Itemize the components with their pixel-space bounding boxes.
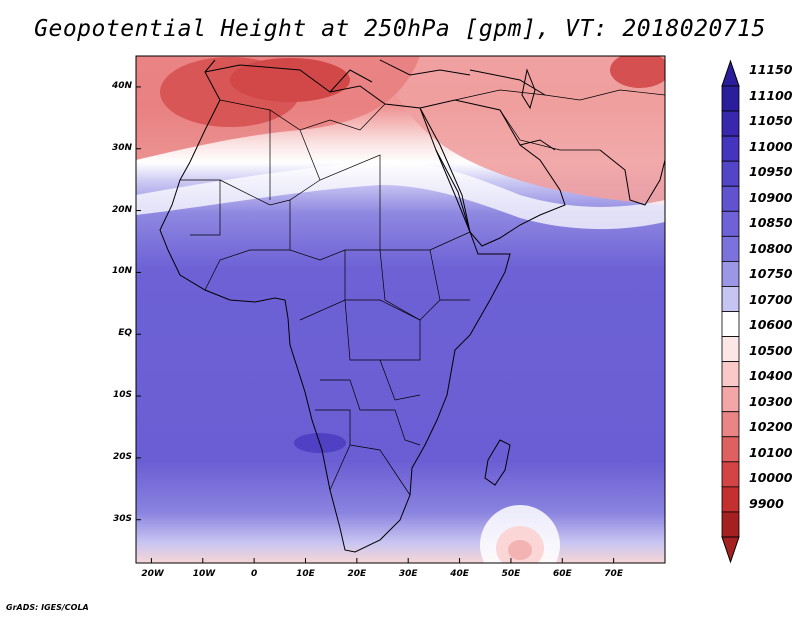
lat-tick-label: 40N — [111, 80, 132, 91]
colorbar-segment — [721, 110, 740, 137]
height-field-ne-low — [610, 56, 665, 88]
colorbar-segment — [721, 235, 740, 262]
colorbar-segment — [721, 361, 740, 388]
height-field-white-band — [136, 160, 665, 230]
colorbar-min-arrow — [721, 536, 740, 564]
axis-ticks — [136, 86, 615, 563]
colorbar-segment — [721, 160, 740, 187]
lat-tick-label: 10S — [112, 390, 132, 401]
colorbar-segment — [721, 135, 740, 162]
lon-tick-label: 10W — [192, 569, 216, 579]
country-borders — [180, 89, 665, 496]
colorbar-label: 10200 — [749, 419, 793, 435]
height-field-south-low-core — [508, 540, 532, 560]
colorbar-label: 10000 — [749, 470, 793, 486]
height-field-low-core — [230, 58, 350, 102]
colorbar-segment — [721, 311, 740, 337]
india-coastline — [599, 149, 665, 206]
colorbar-label: 11050 — [749, 113, 793, 128]
colorbar-max-arrow — [721, 59, 740, 87]
colorbar-label: 10900 — [749, 189, 793, 205]
footer-credit: GrADS: IGES/COLA — [6, 603, 89, 612]
lon-tick-label: 0 — [250, 569, 258, 579]
map-area — [136, 56, 665, 563]
colorbar-segment — [721, 185, 740, 212]
colorbar-label: 9900 — [749, 495, 784, 511]
lon-tick-label: 10E — [296, 569, 315, 579]
map-frame — [135, 55, 666, 564]
colorbar-segment — [721, 286, 740, 312]
colorbar-segment — [721, 386, 740, 413]
lat-tick-label: 10N — [111, 266, 132, 277]
lat-tick-label: 20S — [112, 451, 132, 462]
colorbar — [721, 59, 740, 564]
lon-tick-label: 40E — [450, 569, 469, 579]
colorbar-label: 11100 — [749, 87, 793, 103]
africa-coastline — [159, 64, 511, 553]
colorbar-label: 10750 — [749, 266, 793, 282]
lat-tick-label: 20N — [111, 204, 132, 215]
colorbar-label: 10800 — [749, 240, 793, 256]
lon-tick-label: 30E — [398, 569, 418, 579]
red-sea — [435, 149, 471, 233]
europe-coastline — [204, 59, 546, 96]
lat-tick-label: 30S — [112, 513, 132, 524]
lat-tick-label: 30N — [111, 142, 132, 153]
colorbar-label: 10300 — [749, 393, 793, 409]
colorbar-label: 10500 — [749, 342, 793, 358]
lon-tick-label: 70E — [604, 569, 623, 579]
colorbar-segment — [721, 210, 740, 237]
colorbar-label: 10850 — [749, 215, 793, 231]
colorbar-segment — [721, 336, 740, 363]
map-title: Geopotential Height at 250hPa [gpm], VT:… — [34, 16, 766, 42]
colorbar-label: 11000 — [749, 138, 793, 154]
colorbar-label: 11150 — [749, 62, 793, 77]
lon-tick-label: 20E — [347, 569, 367, 579]
colorbar-segment — [721, 411, 740, 438]
madagascar-coastline — [484, 439, 511, 486]
colorbar-segment — [721, 486, 740, 513]
colorbar-label: 10400 — [749, 368, 793, 384]
coastlines — [159, 59, 665, 553]
colorbar-segment — [721, 260, 740, 287]
lat-tick-label: EQ — [118, 328, 132, 339]
colorbar-label: 10950 — [749, 164, 793, 180]
persian-gulf — [519, 139, 556, 151]
colorbar-label: 10700 — [749, 291, 793, 307]
colorbar-segment — [721, 436, 740, 463]
lon-tick-label: 60E — [552, 569, 572, 579]
colorbar-label: 10600 — [749, 317, 793, 333]
colorbar-segment — [721, 85, 740, 112]
colorbar-label: 10100 — [749, 444, 793, 460]
colorbar-segment — [721, 511, 740, 538]
colorbar-segment — [721, 461, 740, 488]
caspian-sea — [521, 68, 536, 110]
arabia-coastline — [419, 99, 566, 247]
lon-tick-label: 20W — [141, 569, 164, 579]
lon-tick-label: 50E — [501, 569, 521, 579]
height-field-east-ridge — [380, 56, 665, 205]
